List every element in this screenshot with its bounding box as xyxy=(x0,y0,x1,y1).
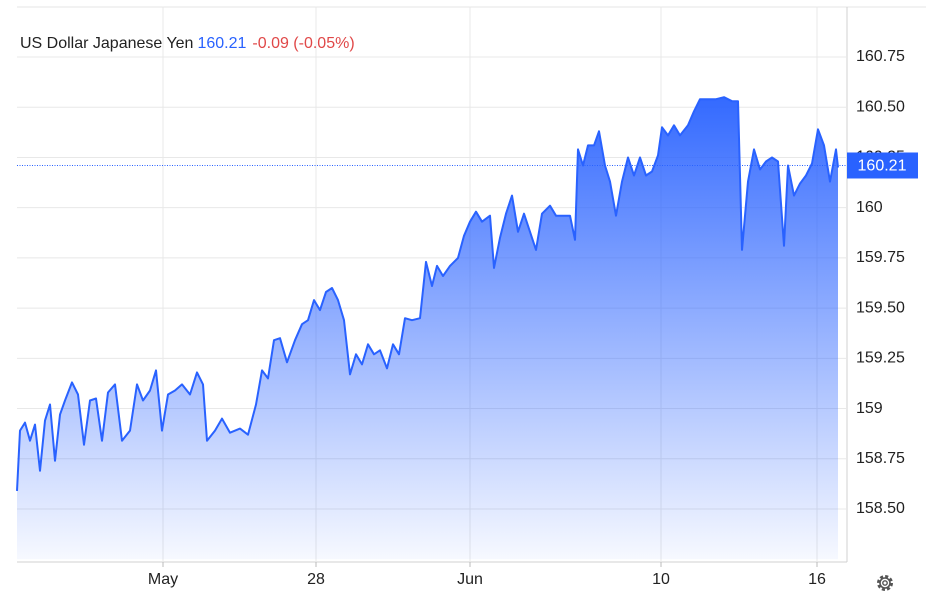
y-tick-label: 159.50 xyxy=(856,299,905,316)
last-price-box xyxy=(847,152,918,179)
x-tick-label: 28 xyxy=(307,571,325,588)
y-tick-label: 159.25 xyxy=(856,350,905,367)
y-tick-label: 160.75 xyxy=(856,48,905,65)
price-line xyxy=(16,96,839,491)
settings-icon[interactable] xyxy=(877,575,893,591)
y-tick-label: 158.50 xyxy=(856,500,905,517)
y-tick-label: 160.50 xyxy=(856,98,905,115)
change: -0.09 (-0.05%) xyxy=(252,35,355,52)
title: US Dollar Japanese Yen xyxy=(20,35,194,52)
x-tick-label: May xyxy=(148,571,178,588)
x-tick-label: 10 xyxy=(652,571,670,588)
overlay: 160.21 xyxy=(17,152,918,179)
y-tick-label: 159 xyxy=(856,400,883,417)
header: US Dollar Japanese Yen 160.21 -0.09 (-0.05… xyxy=(20,35,355,53)
x-tick-label: 16 xyxy=(808,571,826,588)
y-tick-label: 159.75 xyxy=(856,249,905,266)
x-tick-label: Jun xyxy=(457,571,483,588)
last-price-label: 160.21 xyxy=(858,158,907,175)
area-fill xyxy=(17,97,838,560)
plot xyxy=(16,96,839,560)
y-tick-label: 158.75 xyxy=(856,450,905,467)
y-tick-label: 160 xyxy=(856,199,883,216)
last-price: 160.21 xyxy=(197,35,247,52)
